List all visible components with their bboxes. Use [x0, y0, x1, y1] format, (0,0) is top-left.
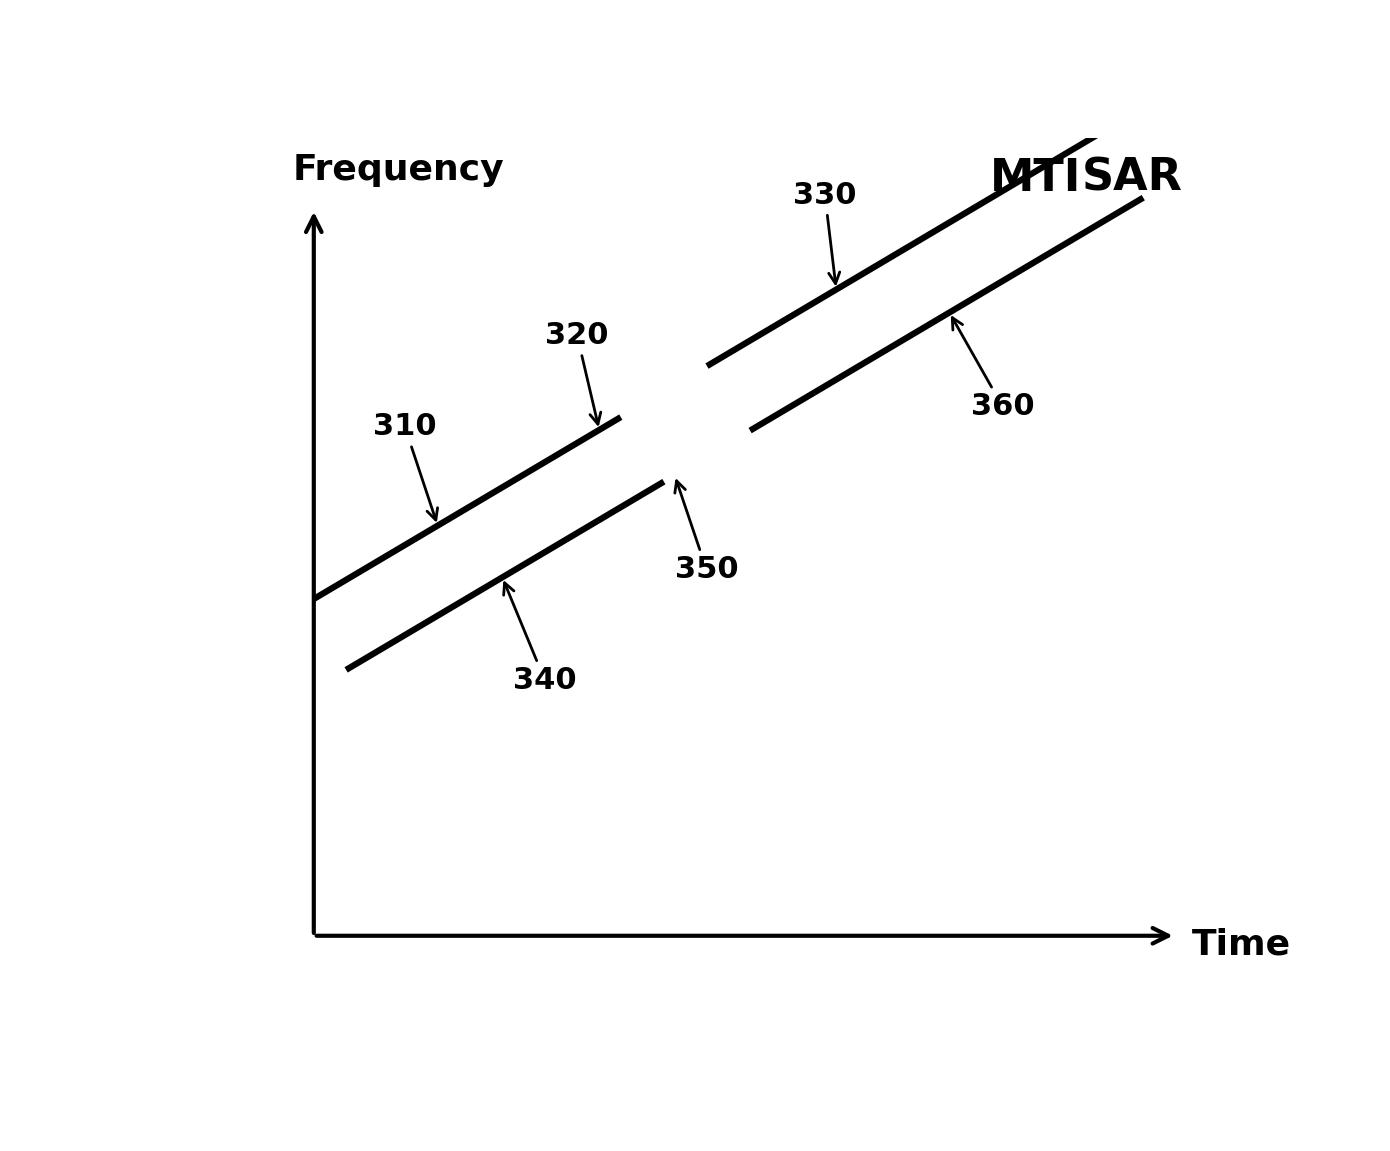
Text: Frequency: Frequency [292, 153, 503, 186]
Text: MTI: MTI [990, 157, 1081, 199]
Text: SAR: SAR [1081, 157, 1183, 199]
Text: 320: 320 [545, 321, 609, 425]
Text: 350: 350 [674, 481, 738, 584]
Text: 310: 310 [373, 412, 438, 520]
Text: 340: 340 [503, 582, 577, 695]
Text: Time: Time [1191, 928, 1291, 961]
Text: 360: 360 [952, 318, 1034, 421]
Text: 330: 330 [794, 181, 856, 283]
